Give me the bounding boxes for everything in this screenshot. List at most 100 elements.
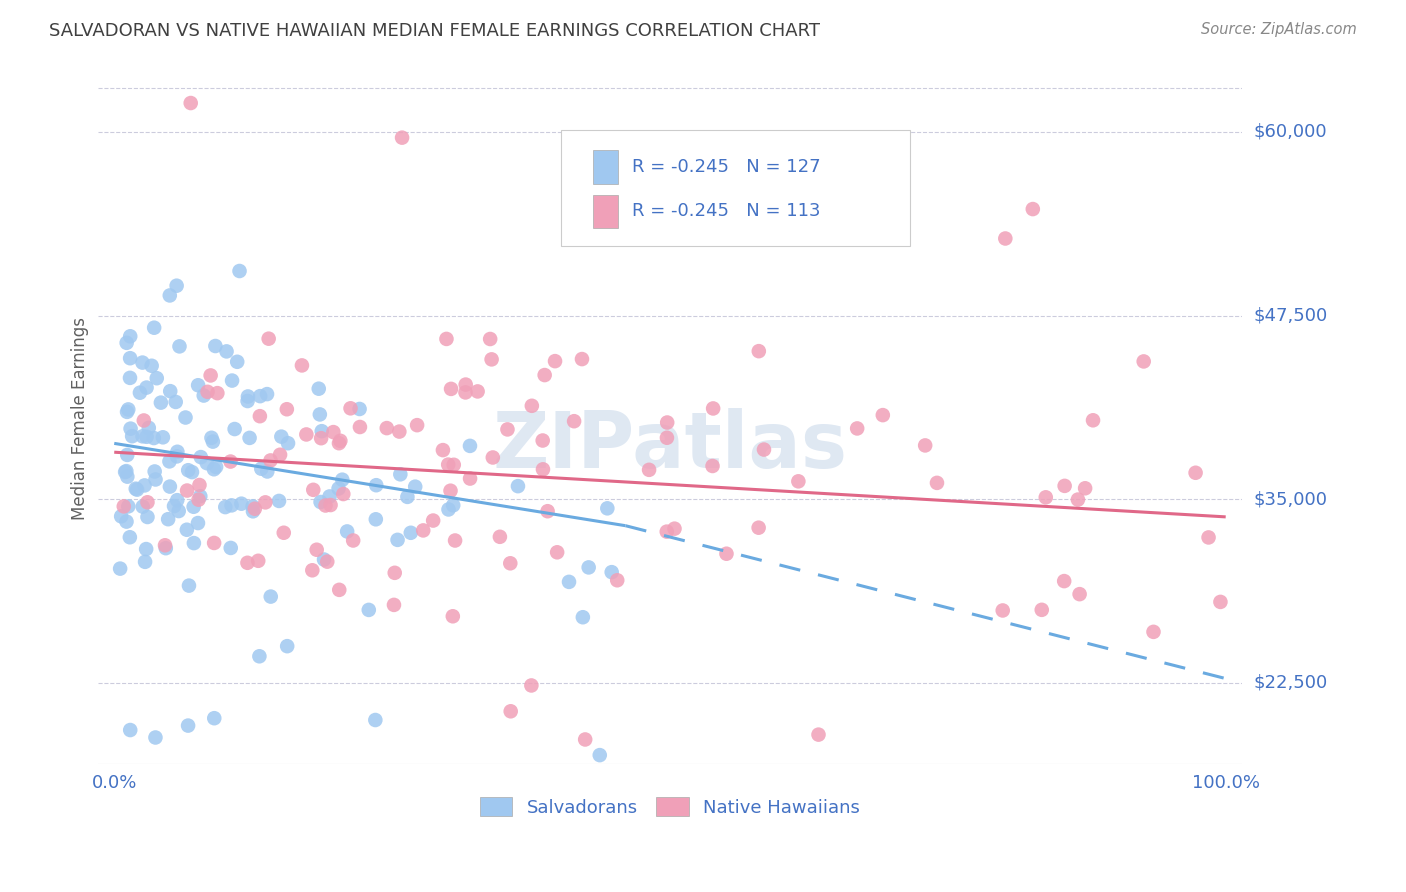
Point bbox=[200, 368, 222, 383]
Point bbox=[121, 429, 143, 443]
Point bbox=[482, 450, 505, 465]
Point bbox=[499, 704, 522, 718]
Point bbox=[131, 429, 153, 443]
Point bbox=[489, 530, 512, 544]
Point bbox=[157, 512, 180, 526]
Point bbox=[174, 410, 197, 425]
Point bbox=[145, 371, 167, 385]
Point bbox=[925, 475, 948, 490]
Point bbox=[596, 501, 619, 516]
Point bbox=[544, 354, 567, 368]
Point bbox=[166, 450, 188, 464]
Point bbox=[219, 454, 242, 468]
FancyBboxPatch shape bbox=[593, 194, 619, 227]
Point bbox=[388, 425, 411, 439]
Point bbox=[440, 382, 463, 396]
Point bbox=[991, 603, 1014, 617]
Point bbox=[308, 408, 330, 422]
Point bbox=[702, 458, 724, 473]
Point bbox=[125, 482, 148, 496]
Point bbox=[914, 438, 936, 452]
Point bbox=[259, 453, 281, 467]
Point bbox=[315, 499, 337, 513]
Point bbox=[574, 732, 596, 747]
Point bbox=[155, 541, 177, 556]
Point bbox=[180, 96, 202, 111]
Point bbox=[454, 377, 477, 392]
Point bbox=[606, 574, 628, 588]
Point bbox=[1031, 603, 1053, 617]
Point bbox=[748, 521, 770, 535]
Point bbox=[382, 598, 405, 612]
Point bbox=[159, 288, 181, 302]
Text: R = -0.245   N = 127: R = -0.245 N = 127 bbox=[633, 158, 821, 176]
Point bbox=[349, 401, 371, 416]
Point bbox=[578, 560, 600, 574]
Point bbox=[807, 728, 830, 742]
Point bbox=[443, 458, 465, 472]
Point bbox=[846, 421, 869, 435]
Point bbox=[276, 402, 298, 417]
Point bbox=[1184, 466, 1206, 480]
Point bbox=[309, 431, 332, 445]
Point bbox=[441, 498, 464, 512]
Point bbox=[520, 678, 543, 692]
Text: $47,500: $47,500 bbox=[1254, 307, 1327, 325]
Point bbox=[1132, 354, 1154, 368]
Point bbox=[655, 524, 678, 539]
Point bbox=[201, 434, 224, 449]
Point bbox=[166, 493, 188, 508]
Point bbox=[145, 473, 167, 487]
Point bbox=[167, 504, 190, 518]
Text: $35,000: $35,000 bbox=[1254, 491, 1327, 508]
Point bbox=[387, 533, 409, 547]
Point bbox=[115, 464, 138, 478]
Point bbox=[247, 554, 270, 568]
Point bbox=[135, 542, 157, 557]
Point bbox=[143, 465, 166, 479]
Point bbox=[994, 231, 1017, 245]
Point bbox=[129, 385, 152, 400]
Point bbox=[108, 561, 131, 575]
Point bbox=[295, 427, 318, 442]
Point bbox=[384, 566, 406, 580]
Point bbox=[149, 395, 172, 409]
Point bbox=[752, 442, 775, 457]
Point bbox=[506, 479, 529, 493]
Point bbox=[243, 501, 266, 516]
Point bbox=[183, 536, 205, 550]
Point bbox=[533, 368, 555, 382]
Point bbox=[117, 402, 139, 417]
Point bbox=[115, 335, 138, 350]
Point bbox=[342, 533, 364, 548]
Point bbox=[277, 436, 299, 450]
Point bbox=[120, 723, 142, 737]
Point bbox=[467, 384, 489, 399]
Point bbox=[132, 500, 155, 514]
Point bbox=[202, 711, 225, 725]
Point bbox=[190, 450, 212, 464]
Point bbox=[404, 480, 426, 494]
Text: SALVADORAN VS NATIVE HAWAIIAN MEDIAN FEMALE EARNINGS CORRELATION CHART: SALVADORAN VS NATIVE HAWAIIAN MEDIAN FEM… bbox=[49, 22, 820, 40]
Point bbox=[375, 421, 398, 435]
Text: R = -0.245   N = 113: R = -0.245 N = 113 bbox=[633, 202, 821, 220]
Point bbox=[118, 530, 141, 544]
Point bbox=[520, 399, 543, 413]
Point bbox=[1198, 531, 1220, 545]
Point bbox=[269, 448, 291, 462]
Point bbox=[118, 371, 141, 385]
Point bbox=[270, 430, 292, 444]
Point bbox=[332, 487, 354, 501]
Point bbox=[153, 538, 176, 552]
Point bbox=[250, 461, 273, 475]
Point bbox=[187, 516, 209, 530]
Point bbox=[441, 609, 464, 624]
Point bbox=[1074, 481, 1097, 495]
Point bbox=[117, 469, 139, 483]
Point bbox=[242, 504, 264, 518]
Point bbox=[159, 454, 181, 468]
Point bbox=[444, 533, 467, 548]
Point bbox=[329, 434, 352, 448]
Point bbox=[177, 579, 200, 593]
Point bbox=[406, 418, 429, 433]
